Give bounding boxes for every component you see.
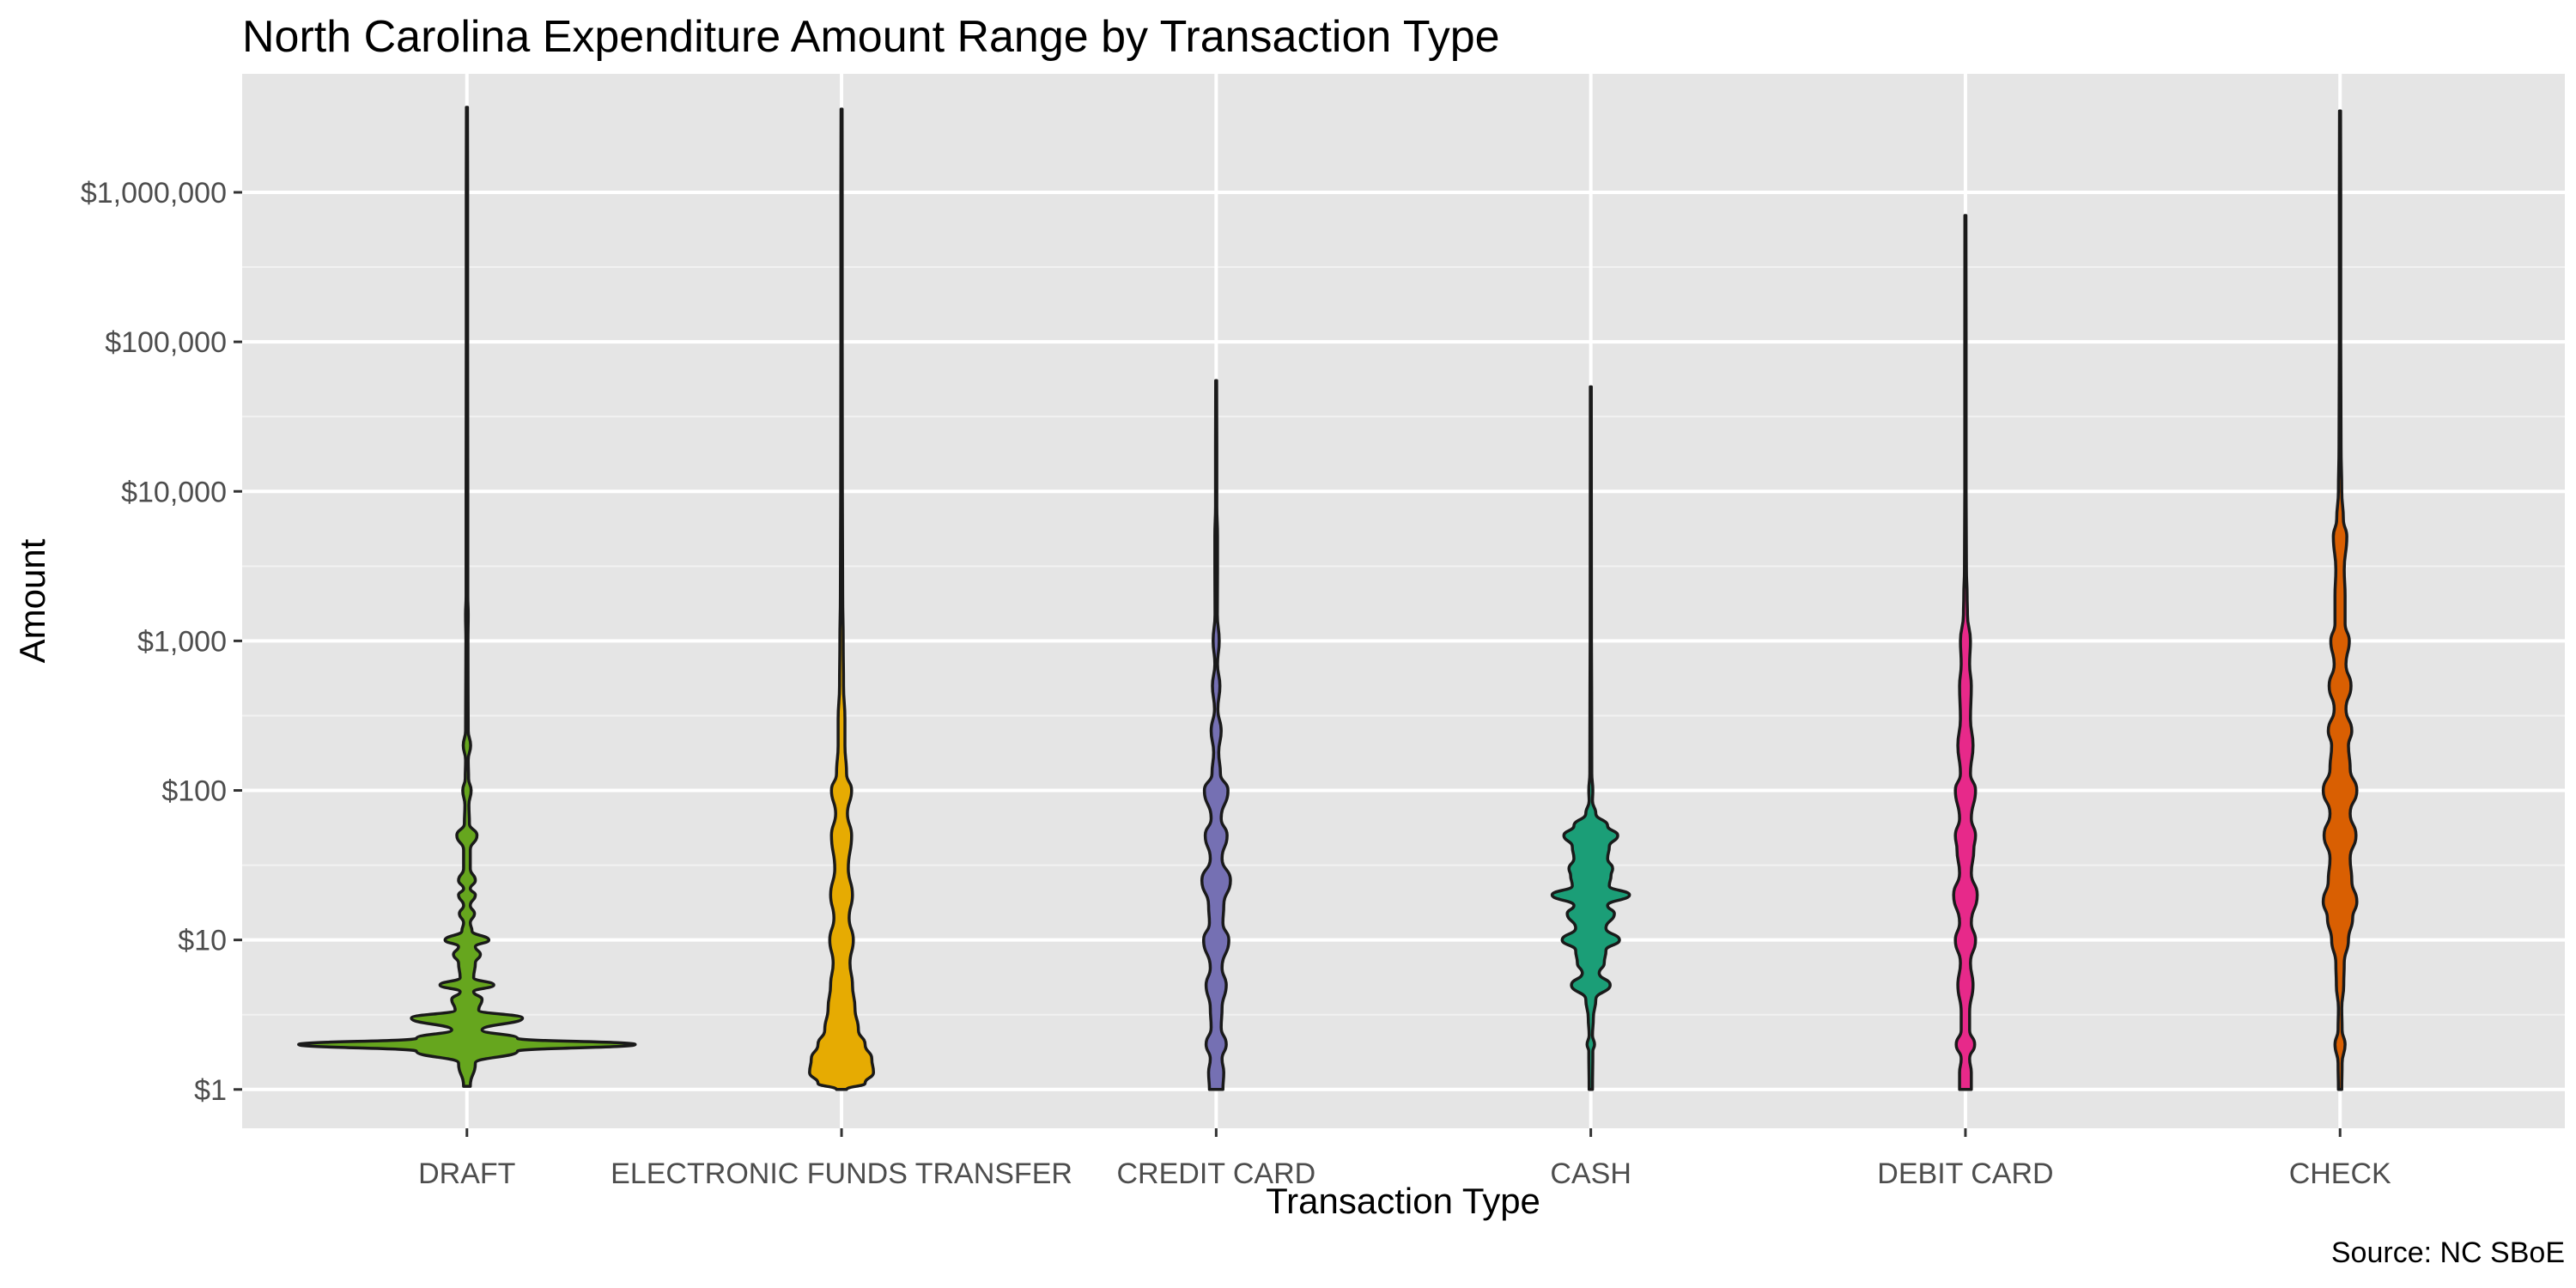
y-tick-label: $10,000 (121, 476, 227, 508)
y-axis-title: Amount (12, 538, 52, 663)
violins (297, 106, 2359, 1091)
y-tick-label: $1,000,000 (81, 177, 227, 210)
y-tick-label: $100,000 (105, 326, 227, 359)
violin-electronic-funds-transfer (808, 107, 876, 1091)
y-tick-label: $100 (161, 775, 227, 808)
x-tick-label: DEBIT CARD (1877, 1157, 2053, 1190)
y-tick-label: $10 (178, 925, 227, 957)
y-axis: $1 $10 $100 $1,000 $10,000 $100,000 $1,000,000 (81, 177, 242, 1107)
x-tick-label: DRAFT (418, 1157, 515, 1190)
x-tick-label: CHECK (2289, 1157, 2391, 1190)
violin-draft (297, 106, 637, 1088)
source-caption: Source: NC SBoE (2331, 1236, 2565, 1269)
y-tick-label: $1 (194, 1074, 227, 1107)
x-tick-label: ELECTRONIC FUNDS TRANSFER (611, 1157, 1072, 1190)
y-tick-label: $1,000 (137, 625, 227, 658)
x-axis-title: Transaction Type (1266, 1181, 1540, 1221)
x-tick-label: CASH (1550, 1157, 1631, 1190)
x-tick-label: CREDIT CARD (1116, 1157, 1315, 1190)
violin-credit-card (1200, 379, 1232, 1091)
violin-debit-card (1952, 214, 1979, 1091)
chart-title: North Carolina Expenditure Amount Range … (242, 12, 1500, 62)
violin-check (2321, 109, 2359, 1091)
plot-panel (242, 74, 2565, 1128)
x-axis: DRAFT ELECTRONIC FUNDS TRANSFER CREDIT CAR… (418, 1128, 2391, 1190)
violin-cash (1550, 385, 1631, 1091)
